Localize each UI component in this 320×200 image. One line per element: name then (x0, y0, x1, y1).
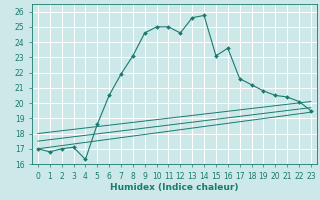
X-axis label: Humidex (Indice chaleur): Humidex (Indice chaleur) (110, 183, 239, 192)
